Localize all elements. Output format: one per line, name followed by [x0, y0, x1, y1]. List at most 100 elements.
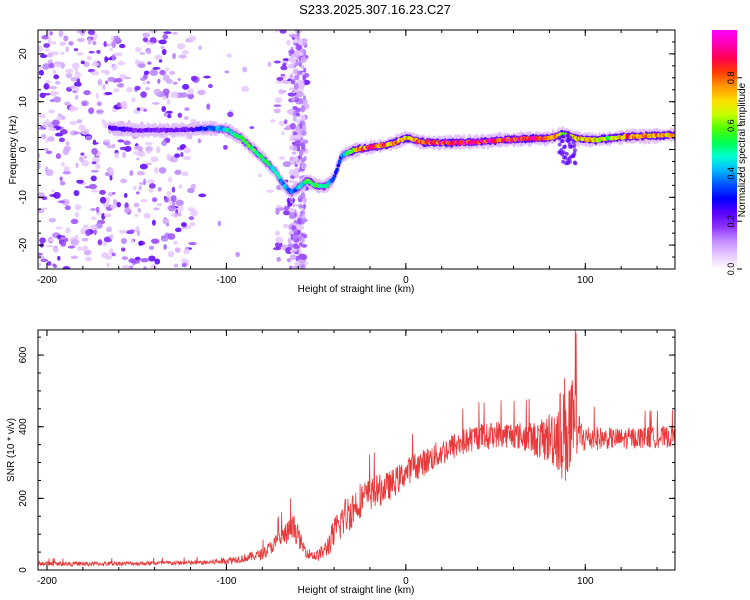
spectrogram-noise-blob	[142, 81, 146, 85]
colorbar-label: Normalized spectral amplitude	[737, 82, 748, 217]
spectrogram-noise-blob	[151, 219, 156, 226]
spectrogram-noise-blob	[129, 229, 135, 233]
spectrogram-noise-blob	[295, 125, 300, 132]
spectrogram-noise-blob	[116, 201, 122, 208]
spectrogram-ridge-cell	[565, 158, 570, 163]
spectrogram-noise-blob	[289, 73, 294, 80]
spectrogram-noise-blob	[291, 58, 297, 64]
spectrogram-noise-blob	[99, 196, 107, 204]
spectrogram-noise-blob	[59, 41, 67, 47]
spectrogram-noise-blob	[301, 218, 308, 223]
spectrogram-noise-blob	[174, 169, 182, 175]
spectrogram-noise-blob	[292, 131, 298, 136]
spectrogram-noise-blob	[174, 227, 182, 233]
snr-ytick-label: 200	[18, 490, 29, 507]
spectrogram-noise-blob	[38, 45, 44, 53]
spectrogram-noise-blob	[291, 265, 299, 269]
spectrogram-noise-blob	[101, 119, 106, 124]
spectrogram-noise-blob	[149, 30, 158, 34]
spectrogram-noise-blob	[83, 155, 88, 159]
spectrogram-noise-blob	[297, 38, 303, 45]
spectrogram-noise-blob	[63, 145, 72, 152]
spectrogram-noise-blob	[181, 171, 189, 177]
spectrogram-noise-blob	[133, 202, 140, 208]
spectrogram-noise-blob	[158, 59, 163, 63]
spectrogram-noise-blob	[298, 150, 304, 157]
spectrogram-noise-blob	[55, 153, 62, 160]
spectrogram-noise-blob	[65, 68, 74, 74]
spectrogram-ridge-cell	[572, 148, 577, 153]
spectrogram-noise-blob	[92, 40, 97, 46]
spectrogram-noise-blob	[291, 96, 295, 102]
spectrogram-noise-blob	[71, 62, 80, 70]
spectrogram-noise-blob	[180, 222, 187, 227]
spectrogram-noise-blob	[182, 83, 190, 90]
spectrogram-noise-blob	[112, 198, 118, 206]
spectrogram-noise-blob	[287, 92, 296, 97]
spectrogram-noise-blob	[269, 119, 276, 123]
spectrogram-noise-blob	[55, 226, 63, 230]
spectrogram-noise-blob	[223, 144, 228, 150]
spectrogram-noise-blob	[206, 103, 211, 110]
spectrogram-noise-blob	[288, 207, 295, 213]
spectrogram-noise-blob	[185, 136, 190, 140]
spectrogram-noise-blob	[38, 255, 45, 260]
spectrogram-noise-blob	[154, 258, 161, 265]
spectrogram-noise-blob	[97, 239, 103, 246]
spectrogram-noise-blob	[114, 52, 123, 57]
spectrogram-noise-blob	[161, 140, 167, 147]
spectrogram-noise-blob	[136, 151, 146, 157]
spectrogram-noise-blob	[104, 70, 110, 76]
spectrogram-ridge-cell	[335, 167, 339, 172]
spectrogram-noise-blob	[60, 62, 65, 69]
spectrogram-noise-blob	[278, 156, 286, 160]
spectrogram-noise-blob	[123, 207, 131, 214]
spectrogram-noise-blob	[49, 31, 53, 36]
spectrogram-noise-blob	[190, 221, 196, 227]
spectrogram-noise-blob	[275, 30, 279, 33]
spectrogram-noise-blob	[295, 255, 300, 262]
spectrogram-noise-blob	[43, 147, 49, 152]
spectrogram-noise-blob	[293, 82, 299, 90]
spectrogram-noise-blob	[45, 244, 54, 248]
spectrogram-noise-blob	[296, 32, 300, 38]
spectrogram-noise-blob	[103, 41, 107, 47]
spectrogram-noise-blob	[69, 85, 76, 90]
spectrogram-noise-blob	[38, 262, 42, 267]
spectrogram-noise-blob	[91, 161, 97, 165]
spectrogram-noise-blob	[280, 65, 288, 71]
spectrogram-noise-blob	[303, 124, 307, 132]
spectrogram-noise-blob	[97, 79, 103, 86]
spectrogram-noise-blob	[80, 100, 89, 107]
snr-ylabel: SNR (10 * v/v)	[6, 418, 17, 482]
spectrogram-noise-blob	[293, 74, 300, 81]
spectrogram-noise-blob	[190, 183, 197, 189]
spectrogram-noise-blob	[166, 222, 170, 227]
spectrogram-noise-blob	[147, 61, 152, 65]
spectrogram-noise-blob	[60, 240, 67, 247]
spectrogram-noise-blob	[282, 161, 292, 168]
spectrogram-noise-blob	[187, 88, 194, 95]
spectrogram-noise-blob	[167, 113, 172, 119]
spectrogram-noise-blob	[289, 265, 293, 269]
spectrogram-noise-blob	[171, 186, 176, 193]
spectrogram-noise-blob	[224, 70, 230, 74]
spectrogram-noise-blob	[45, 119, 50, 125]
spectrogram-noise-blob	[208, 83, 213, 89]
spectrogram-noise-blob	[280, 73, 286, 77]
spectrogram-noise-blob	[103, 139, 111, 143]
spectrogram-noise-blob	[292, 34, 298, 39]
spectrogram-noise-blob	[85, 135, 93, 140]
spectrogram-ridge-cell	[571, 140, 576, 145]
spectrogram-noise-blob	[149, 37, 157, 44]
spectrogram-noise-blob	[70, 218, 79, 225]
spectrogram-noise-blob	[121, 256, 129, 261]
spectrogram-noise-blob	[48, 127, 57, 132]
spectrogram-noise-blob	[143, 266, 147, 269]
spectrogram-noise-blob	[138, 240, 143, 246]
spectrogram-ridge-cell	[336, 163, 341, 168]
spectrogram-noise-blob	[48, 109, 56, 114]
spectrogram-noise-blob	[282, 223, 289, 229]
spectrogram-noise-blob	[101, 252, 109, 259]
spectrogram-noise-blob	[112, 191, 116, 195]
